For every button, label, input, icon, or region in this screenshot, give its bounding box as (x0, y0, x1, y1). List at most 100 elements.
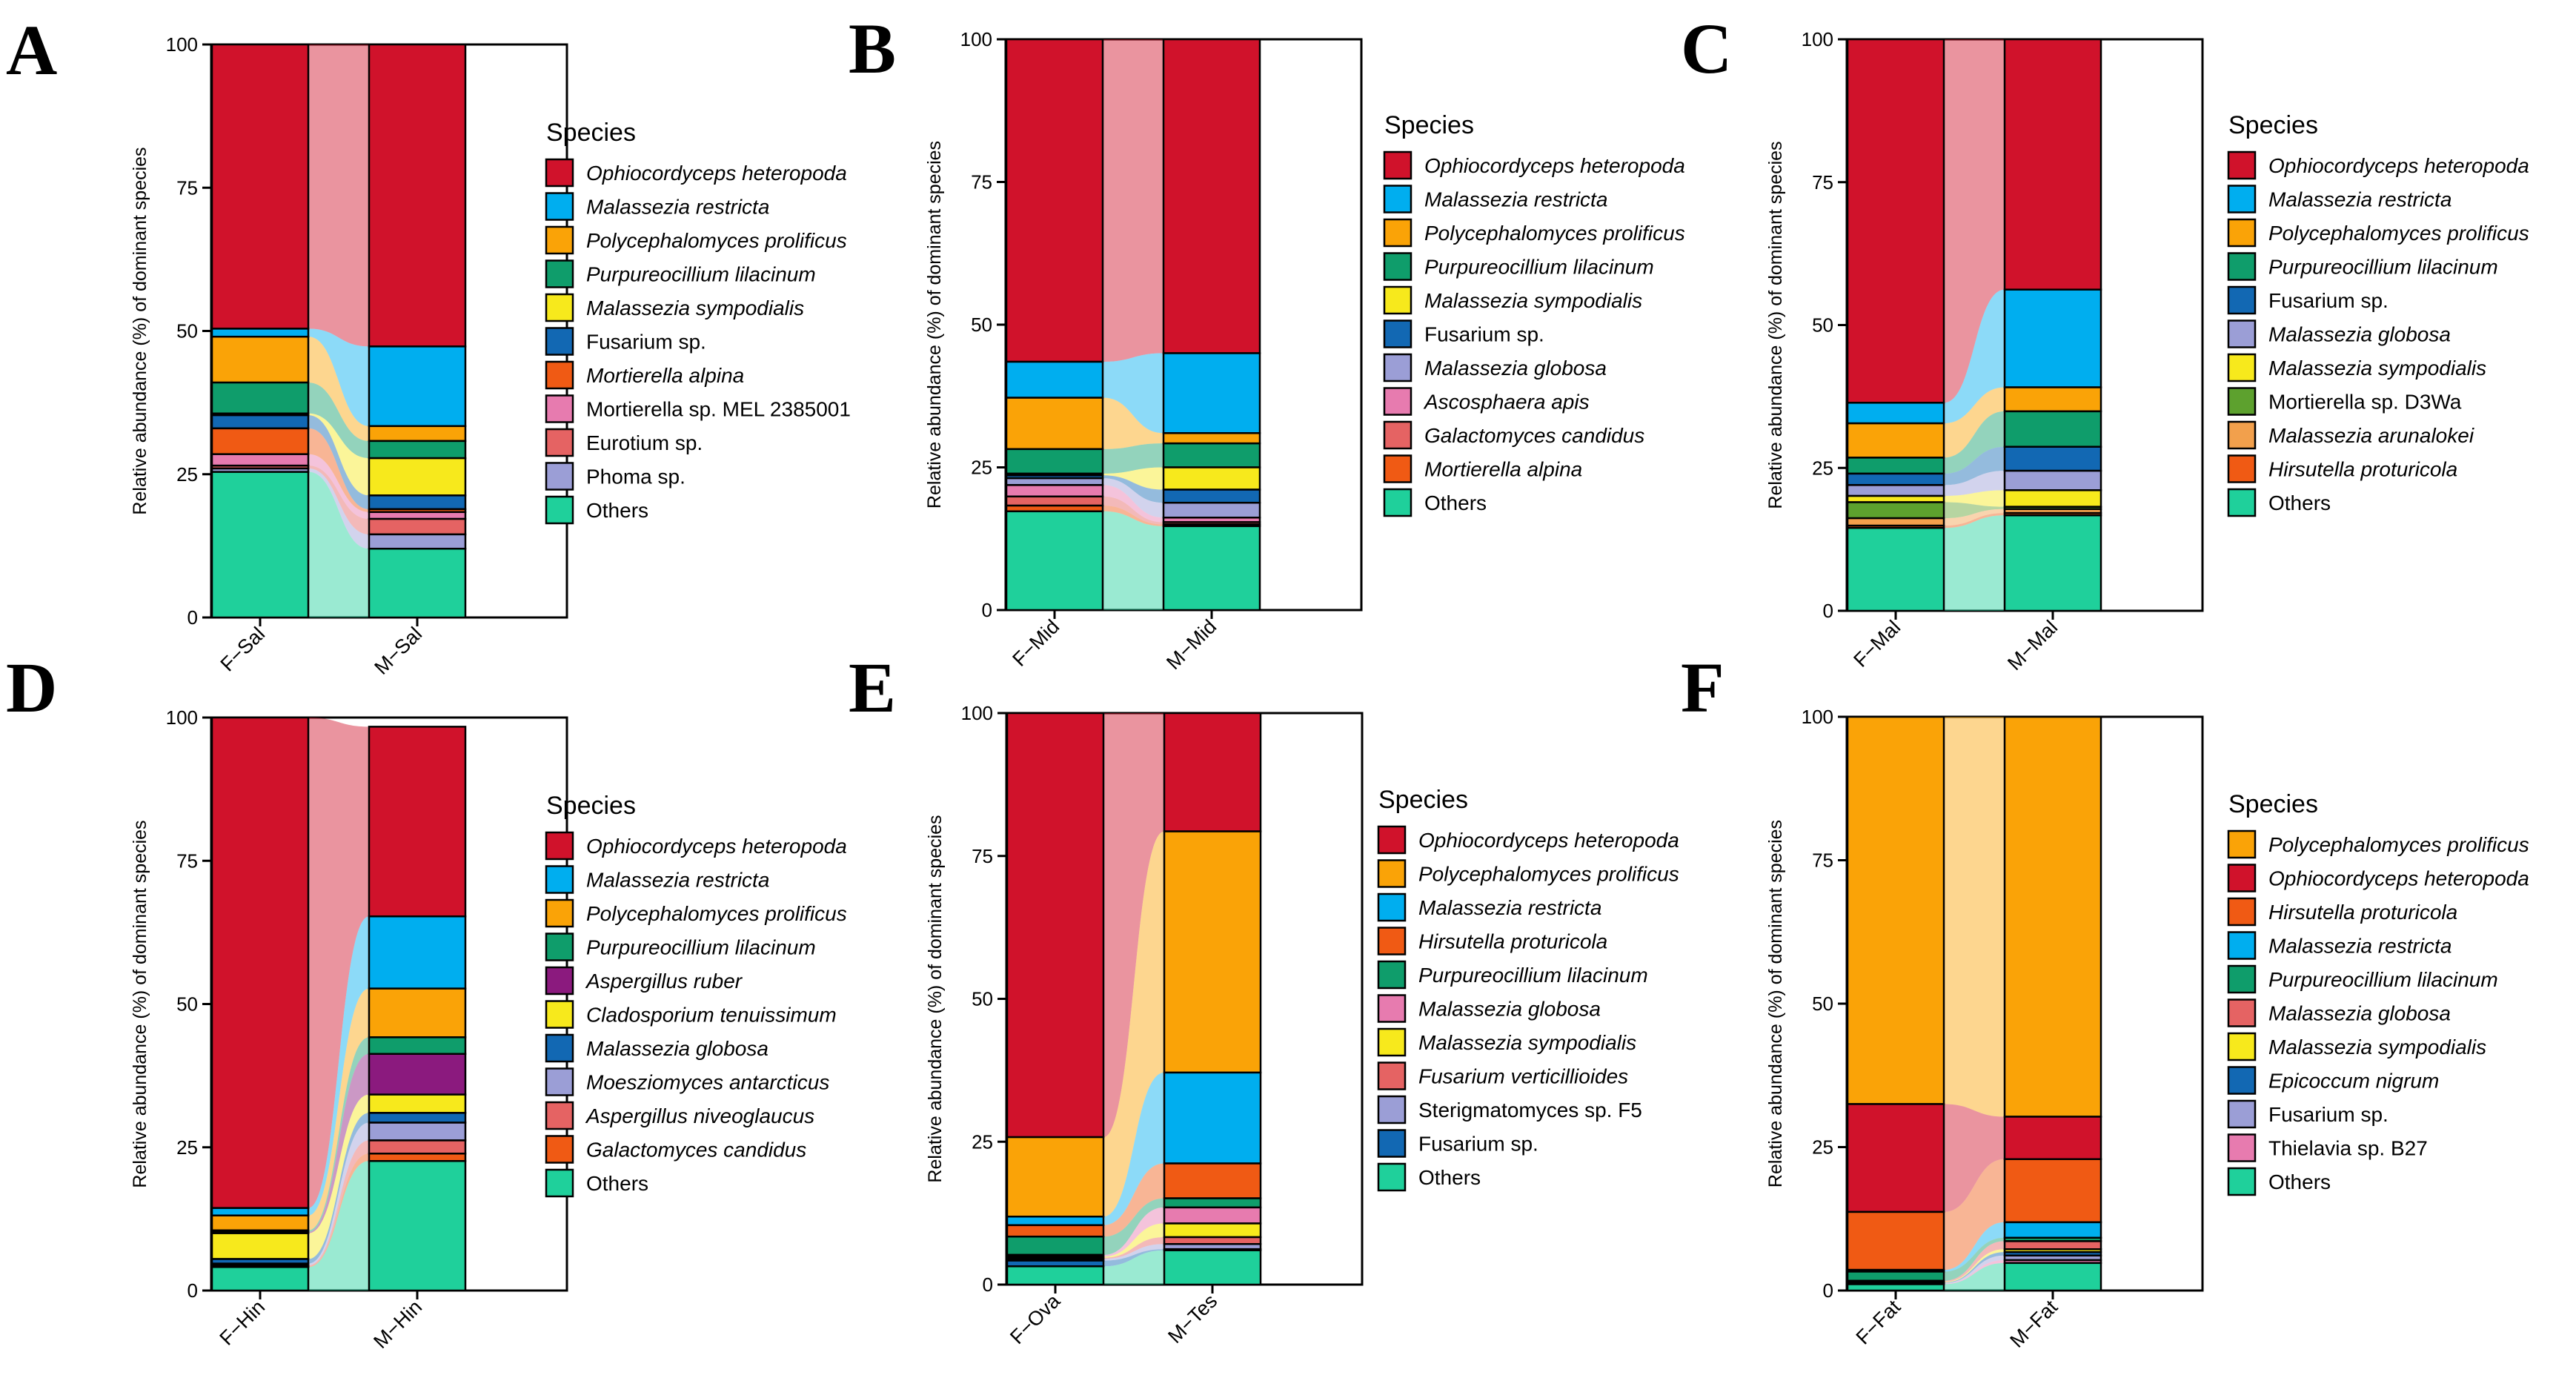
panel-letter: A (6, 10, 57, 90)
legend-swatch (1383, 319, 1413, 348)
bar-segment (1006, 1136, 1105, 1218)
legend-swatch (545, 966, 574, 996)
alluvial-flows (1103, 39, 1163, 610)
legend-swatch (1383, 387, 1413, 416)
x-tick-label: M−Sal (370, 623, 426, 679)
legend-label: Malassezia sympodialis (2268, 1036, 2486, 1059)
legend-swatch (2227, 252, 2257, 281)
bar-segment (1005, 360, 1104, 399)
legend-swatch (2227, 1032, 2257, 1061)
y-axis-label: Relative abundance (%) of dominant speci… (1765, 141, 1786, 509)
bar-segment (2003, 1158, 2102, 1224)
legend-swatch (2227, 488, 2257, 517)
y-tick-label: 0 (187, 606, 198, 629)
y-tick-label: 75 (1812, 171, 1833, 193)
x-tick-label: F−Mal (1849, 616, 1905, 672)
bar-segment (210, 427, 310, 455)
flow-malassezia-sympodialis (1944, 490, 2005, 507)
bar-segment (368, 517, 467, 536)
legend-item: Malassezia sympodialis (1383, 285, 1642, 315)
flow-cladosporium-tenuissimum (308, 1094, 369, 1259)
bar-segment (1162, 442, 1261, 468)
legend-item: Ophiocordyceps heteropoda (1383, 150, 1685, 180)
bar-segment (2003, 386, 2102, 413)
bar-segment (1846, 715, 1945, 1105)
bar-segment (368, 547, 467, 619)
bar-segment (2003, 715, 2102, 1118)
y-axis: 0 25 50 75 100 (960, 28, 1006, 621)
bar-segment (210, 1266, 310, 1292)
legend-label: Malassezia restricta (586, 869, 769, 892)
flow-ophiocordyceps-heteropoda (1944, 39, 2005, 403)
legend-label: Purpureocillium lilacinum (586, 263, 816, 286)
legend-label: Fusarium sp. (586, 331, 706, 354)
bar-segment (368, 43, 467, 348)
flow-purpureocillium-lilacinum (308, 382, 369, 459)
legend-item: Moesziomyces antarcticus (545, 1067, 829, 1096)
bar-segment (1163, 712, 1262, 832)
bar-segment (210, 471, 310, 619)
legend-label: Aspergillus ruber (585, 970, 743, 993)
flow-galactomyces-candidus (1103, 496, 1163, 525)
flow-malassezia-restricta (1944, 289, 2005, 424)
flow-galactomyces-candidus (308, 1153, 369, 1268)
legend-swatch (1377, 859, 1407, 888)
bar-segment (2003, 1262, 2102, 1292)
legend-swatch (1383, 185, 1413, 213)
legend-item: Malassezia restricta (545, 865, 769, 894)
bar-segment (1162, 432, 1261, 445)
bar-segment (368, 1153, 467, 1162)
legend-swatch (545, 865, 574, 894)
legend-label: Epicoccum nigrum (2268, 1070, 2439, 1093)
legend-label: Mortierella alpina (586, 364, 744, 387)
flow-polycephalomyces-prolificus (1103, 831, 1164, 1217)
bar-segment (1005, 495, 1104, 507)
legend-item: Malassezia globosa (1383, 353, 1607, 382)
bar-segment (2003, 514, 2102, 612)
legend-item: Polycephalomyces prolificus (1383, 218, 1685, 248)
flow-others (308, 471, 369, 617)
flow-malassezia-globosa (1103, 478, 1163, 518)
legend-label: Malassezia globosa (586, 1037, 769, 1060)
legend-label: Others (586, 499, 648, 522)
bar-f-mid (1005, 38, 1104, 612)
bar-segment (210, 1232, 310, 1260)
flow-aspergillus-ruber (308, 1053, 369, 1233)
y-tick-label: 100 (1802, 28, 1833, 50)
flow-thielavia-sp-b27 (1944, 1259, 2005, 1285)
legend-label: Malassezia arunalokei (2268, 424, 2474, 447)
y-axis: 0 25 50 75 100 (1802, 706, 1847, 1302)
legend-item: Hirsutella proturicola (1377, 927, 1607, 955)
legend-swatch (2227, 454, 2257, 483)
y-axis: 0 25 50 75 100 (961, 702, 1006, 1296)
legend-swatch (2227, 1133, 2257, 1162)
panel-letter: C (1681, 9, 1732, 88)
legend-label: Malassezia sympodialis (1424, 289, 1642, 312)
alluvial-flows (308, 718, 369, 1291)
legend-swatch (545, 495, 574, 525)
bar-segment (210, 381, 310, 415)
flow-ophiocordyceps-heteropoda (308, 44, 369, 347)
legend-title: Species (2228, 790, 2318, 818)
y-tick-label: 100 (166, 33, 198, 56)
legend-item: Ophiocordyceps heteropoda (545, 831, 847, 861)
bar-segment (368, 1036, 467, 1056)
bar-segment (1163, 1222, 1262, 1239)
legend-item: Polycephalomyces prolificus (2227, 829, 2529, 859)
legend-swatch (545, 1000, 574, 1029)
legend: Species Ophiocordyceps heteropoda Malassez… (2227, 111, 2529, 517)
legend-item: Fusarium sp. (2227, 285, 2389, 315)
y-axis-label: Relative abundance (%) of dominant speci… (925, 815, 946, 1182)
flow-polycephalomyces-prolificus (308, 988, 369, 1230)
legend-swatch (545, 327, 574, 356)
x-tick-label: M−Mid (1162, 615, 1221, 674)
legend-swatch (1383, 218, 1413, 248)
flow-ophiocordyceps-heteropoda (1103, 713, 1164, 1138)
legend-swatch (545, 293, 574, 322)
legend-label: Aspergillus niveoglaucus (585, 1104, 814, 1127)
legend-swatch (545, 158, 574, 188)
legend-item: Malassezia restricta (1377, 892, 1601, 922)
legend-label: Malassezia restricta (1424, 188, 1607, 211)
legend-item: Ophiocordyceps heteropoda (2227, 864, 2529, 892)
